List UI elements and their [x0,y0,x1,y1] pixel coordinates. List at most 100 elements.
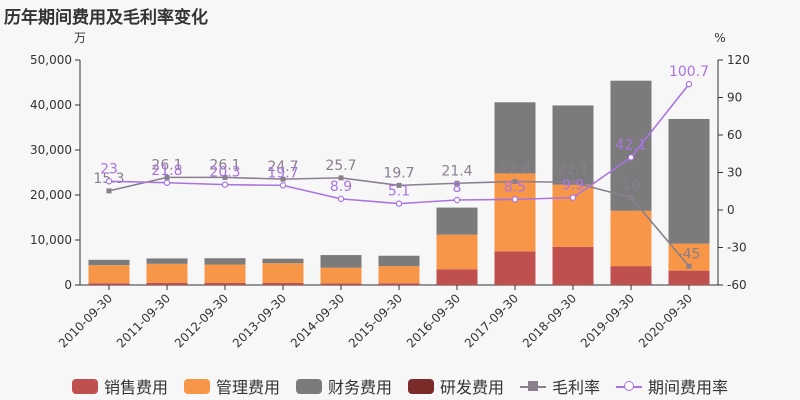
bar-segment [552,105,594,185]
data-label: 42.1 [615,137,646,153]
legend-item[interactable]: 期间费用率 [616,374,728,398]
bar-segment [146,258,188,264]
x-tick-label: 2018-09-30 [520,291,579,350]
bar-segment [494,173,536,252]
bar-segment [204,258,246,265]
line-point [511,196,519,203]
line-point [628,195,634,200]
y-right-unit: % [714,31,725,45]
y-left-tick-label: 50,000 [30,53,72,67]
legend-item[interactable]: 毛利率 [520,374,600,398]
legend-label: 财务费用 [327,378,392,397]
data-label: 8.5 [504,179,526,195]
x-tick-label: 2011-09-30 [114,291,173,350]
bar-segment [204,282,246,285]
line-point [280,176,286,182]
line-point [221,181,229,188]
bar-segment [436,207,478,235]
legend-swatch [616,379,643,394]
line-point [105,178,113,185]
bar-segment [552,246,594,285]
y-left-tick-label: 40,000 [30,98,72,112]
legend-swatch [408,378,434,394]
legend-swatch [71,378,98,394]
data-label: 22.8 [499,162,530,178]
x-tick-label: 2016-09-30 [404,291,463,350]
line-point [453,196,461,204]
legend-item[interactable]: 财务费用 [295,374,392,398]
y-left-tick-label: 30,000 [30,143,72,157]
x-tick-label: 2013-09-30 [230,291,289,350]
data-label: 21.8 [151,163,182,179]
chart-area: 万 % 0 10,000 20,000 30,000 40,000 50,000 -60 -30 0… [30,31,750,350]
y-right-tick-label: 0 [727,203,735,217]
line-point [570,179,576,185]
bar-segment [320,255,362,268]
data-label: 5.1 [388,184,410,200]
data-label: 26.1 [151,157,182,173]
line-point [106,188,112,194]
bar-segment [320,283,362,285]
x-tick-label: 2010-09-30 [56,291,115,350]
bar-segment [436,269,478,285]
legend-swatch [295,378,322,394]
legend-label: 期间费用率 [648,378,729,397]
legend-swatch [520,379,547,394]
x-tick-label: 2019-09-30 [578,291,637,350]
bar-segment [88,283,130,285]
bar-segment [204,264,246,283]
line-point [685,80,693,88]
line-point [395,200,403,207]
data-label: 19.7 [383,165,414,181]
bar-segment [320,267,362,284]
bar-segment [88,265,130,284]
legend-item[interactable]: 销售费用 [71,374,168,398]
data-label: 10 [622,178,640,194]
x-tick-label: 2017-09-30 [462,291,521,350]
legend-swatch [183,378,210,394]
bar-segment [610,210,652,267]
bar-segment [146,263,188,283]
y-left-unit: 万 [74,31,86,45]
y-left-tick-label: 20,000 [30,188,72,202]
line-point [337,195,345,203]
legend[interactable]: 销售费用 管理费用 财务费用 研发费用 毛利率 期间费用率 [0,374,800,398]
legend-label: 销售费用 [103,378,168,397]
bar-segment [668,270,710,285]
data-label: 9.9 [562,178,584,194]
y-right-tick-label: 90 [727,91,742,105]
line-point [686,263,692,269]
legend-item[interactable]: 管理费用 [183,374,280,398]
bar-segment [494,251,536,285]
y-left-tick-label: 10,000 [30,233,72,247]
bar-segment [146,282,188,285]
line-point [569,194,577,201]
line-point [396,182,402,188]
legend-label: 研发费用 [440,378,505,397]
legend-item[interactable]: 研发费用 [408,374,504,398]
y-right-tick-label: 120 [727,53,750,67]
bar-segment [262,258,304,264]
line-point [627,154,635,161]
data-label: 20.3 [209,165,240,181]
data-label: 24.7 [267,159,298,175]
bar-segment [552,184,594,247]
data-label: 100.7 [669,64,709,80]
data-label: 8.9 [330,179,352,195]
x-tick-label: 2014-09-30 [288,291,347,350]
line-point [163,179,171,186]
bar-segment [378,283,420,285]
bar-segment [378,266,420,284]
data-label: 22.1 [557,162,588,178]
bar-segment [668,118,710,244]
bar-segment [610,80,652,211]
line-point [222,174,228,180]
line-point [512,179,518,184]
bar-segment [262,282,304,285]
chart-title: 历年期间费用及毛利率变化 [4,8,208,28]
line-point [279,182,287,189]
y-right-tick-label: -60 [727,278,747,292]
bar-segment [88,259,130,266]
bar-segment [436,234,478,270]
x-tick-label: 2012-09-30 [172,291,231,350]
